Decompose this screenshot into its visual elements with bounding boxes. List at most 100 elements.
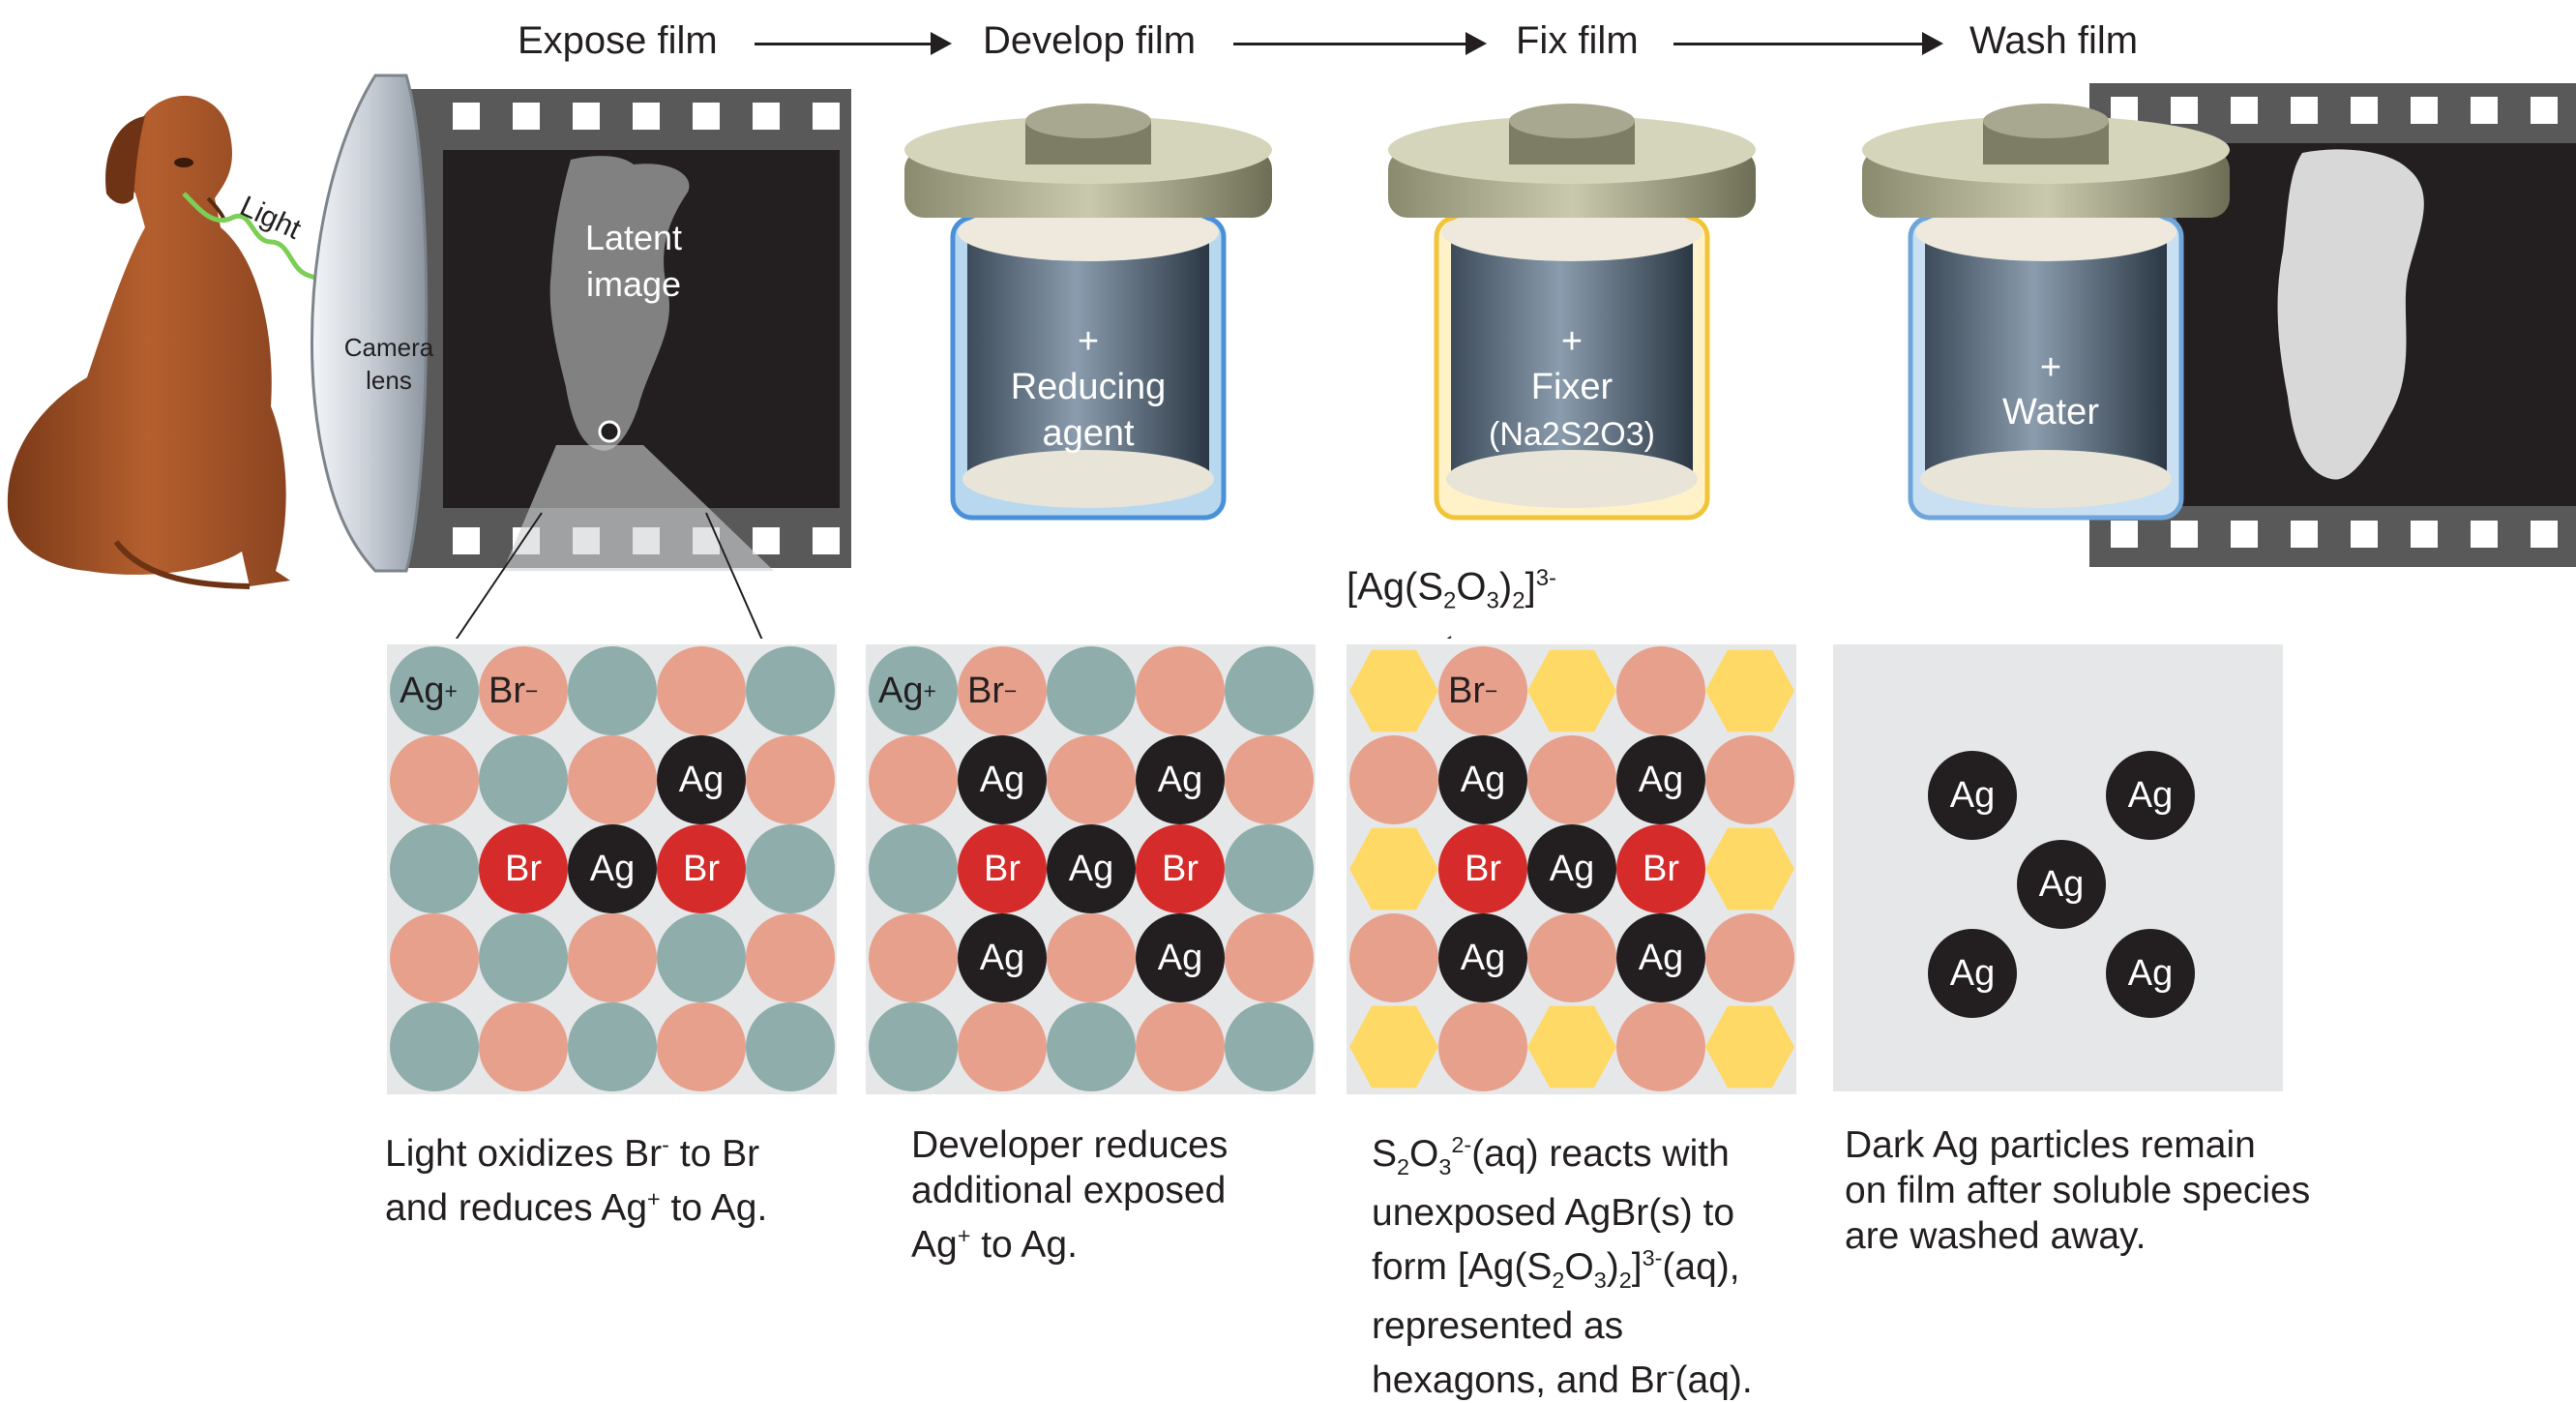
ion-ag: Ag — [1047, 824, 1136, 913]
ion-br-minus — [1349, 913, 1438, 1002]
ion-ag: Ag — [1616, 913, 1705, 1002]
ion-br-minus: Br − — [958, 646, 1047, 735]
camera-lens-label-2: lens — [366, 366, 412, 395]
ion-br: Br — [479, 824, 568, 913]
panel-develop: Ag + Br − Ag Ag Br Ag Br Ag Ag — [866, 644, 1316, 1094]
ion-ag: Ag — [1136, 735, 1225, 824]
ion-ag-plus — [869, 824, 958, 913]
complex-hexagon — [1527, 1005, 1616, 1089]
ion-br-minus — [1225, 913, 1314, 1002]
latent-image-label-2: image — [586, 264, 681, 304]
ion-br-minus — [1527, 913, 1616, 1002]
complex-hexagon — [1705, 1005, 1794, 1089]
ion-ag-plus: Ag + — [869, 646, 958, 735]
ion-br-minus — [1616, 1002, 1705, 1091]
camera-lens: Camera lens — [310, 74, 434, 573]
film-strip-expose: Latent image — [377, 89, 851, 571]
ion-ag-plus — [479, 913, 568, 1002]
ion-br-minus — [1705, 913, 1794, 1002]
ion-br-minus — [479, 1002, 568, 1091]
ion-ag-plus — [746, 646, 835, 735]
ion-br: Br — [1438, 824, 1527, 913]
complex-pointer — [1446, 636, 1452, 639]
fix-tank: + Fixer (Na2S2O3) — [1388, 104, 1756, 521]
ion-br-minus — [1349, 735, 1438, 824]
ion-ag-plus — [568, 1002, 657, 1091]
ion-ag-plus — [1225, 1002, 1314, 1091]
fix-plus: + — [1561, 321, 1583, 362]
ion-br-minus — [1136, 1002, 1225, 1091]
complex-hexagon — [1705, 827, 1794, 910]
ion-br-minus — [746, 735, 835, 824]
stage-title-expose: Expose film — [518, 19, 718, 62]
stage-title-fix: Fix film — [1516, 19, 1639, 62]
ion-ag-plus — [390, 1002, 479, 1091]
light-label: Light — [235, 190, 307, 246]
caption-develop: Developer reduces additional exposed Ag+… — [911, 1124, 1229, 1266]
develop-reagent-2: agent — [1042, 413, 1135, 454]
ion-ag: Ag — [958, 913, 1047, 1002]
complex-hexagon — [1349, 827, 1438, 910]
ion-br-minus — [746, 913, 835, 1002]
ion-ag-plus — [1225, 646, 1314, 735]
ion-ag-plus — [869, 1002, 958, 1091]
ion-br-minus: Br − — [1438, 646, 1527, 735]
ion-ag: Ag — [1438, 913, 1527, 1002]
complex-ion-label: [Ag(S2O3)2]3- — [1347, 565, 1557, 614]
ion-br-minus — [390, 735, 479, 824]
ion-ag: Ag — [1527, 824, 1616, 913]
ion-ag-plus — [746, 824, 835, 913]
ion-ag: Ag — [568, 824, 657, 913]
ion-br: Br — [1136, 824, 1225, 913]
ion-ag-plus — [1225, 824, 1314, 913]
caption-wash: Dark Ag particles remain on film after s… — [1845, 1124, 2311, 1257]
develop-reagent-1: Reducing — [1011, 367, 1167, 407]
ion-ag-plus — [1047, 646, 1136, 735]
top-illustration: Light Latent image Camera lens — [7, 74, 2576, 639]
ion-br-minus — [657, 646, 746, 735]
ion-ag-plus — [657, 913, 746, 1002]
develop-plus: + — [1078, 321, 1099, 362]
stage-title-develop: Develop film — [983, 19, 1197, 62]
ion-br-minus: Br − — [479, 646, 568, 735]
complex-hexagon — [1527, 649, 1616, 732]
caption-fix: S2O32-(aq) reacts with unexposed AgBr(s)… — [1372, 1132, 1753, 1401]
complex-hexagon — [1705, 649, 1794, 732]
wash-plus: + — [2040, 347, 2061, 388]
ion-br: Br — [958, 824, 1047, 913]
ion-ag: Ag — [657, 735, 746, 824]
ion-br-minus — [390, 913, 479, 1002]
complex-hexagon — [1349, 1005, 1438, 1089]
camera-lens-label-1: Camera — [344, 333, 434, 362]
complex-hexagon — [1349, 649, 1438, 732]
ion-ag-plus — [390, 824, 479, 913]
ion-ag: Ag — [2106, 751, 2195, 840]
develop-tank: + Reducing agent — [904, 104, 1272, 521]
ion-br-minus — [1047, 913, 1136, 1002]
ion-br-minus — [1225, 735, 1314, 824]
ion-ag-plus — [479, 735, 568, 824]
panel-wash: Ag Ag Ag Ag Ag — [1833, 644, 2283, 1091]
wash-tank: + Water — [1862, 104, 2230, 521]
zoom-lines — [455, 512, 763, 639]
ion-br-minus — [568, 913, 657, 1002]
ion-ag-plus: Ag + — [390, 646, 479, 735]
ion-br: Br — [1616, 824, 1705, 913]
ion-br-minus — [958, 1002, 1047, 1091]
wash-reagent: Water — [2002, 392, 2099, 433]
ion-br-minus — [1616, 646, 1705, 735]
latent-image-label-1: Latent — [585, 218, 682, 257]
ion-ag-plus — [746, 1002, 835, 1091]
ion-ag-plus — [1047, 1002, 1136, 1091]
ion-ag: Ag — [1928, 929, 2017, 1018]
ion-ag: Ag — [2017, 840, 2106, 929]
ion-br-minus — [1136, 646, 1225, 735]
ion-br-minus — [568, 735, 657, 824]
panel-exposure: Ag + Br − Ag Br Ag Br — [387, 644, 837, 1094]
ion-br-minus — [657, 1002, 746, 1091]
panel-fix: Br − Ag Ag Br Ag Br Ag Ag — [1347, 644, 1796, 1094]
ion-br: Br — [657, 824, 746, 913]
stage-title-wash: Wash film — [1969, 19, 2139, 62]
dog-illustration — [7, 95, 291, 589]
arrow-expose-to-develop — [755, 32, 952, 55]
